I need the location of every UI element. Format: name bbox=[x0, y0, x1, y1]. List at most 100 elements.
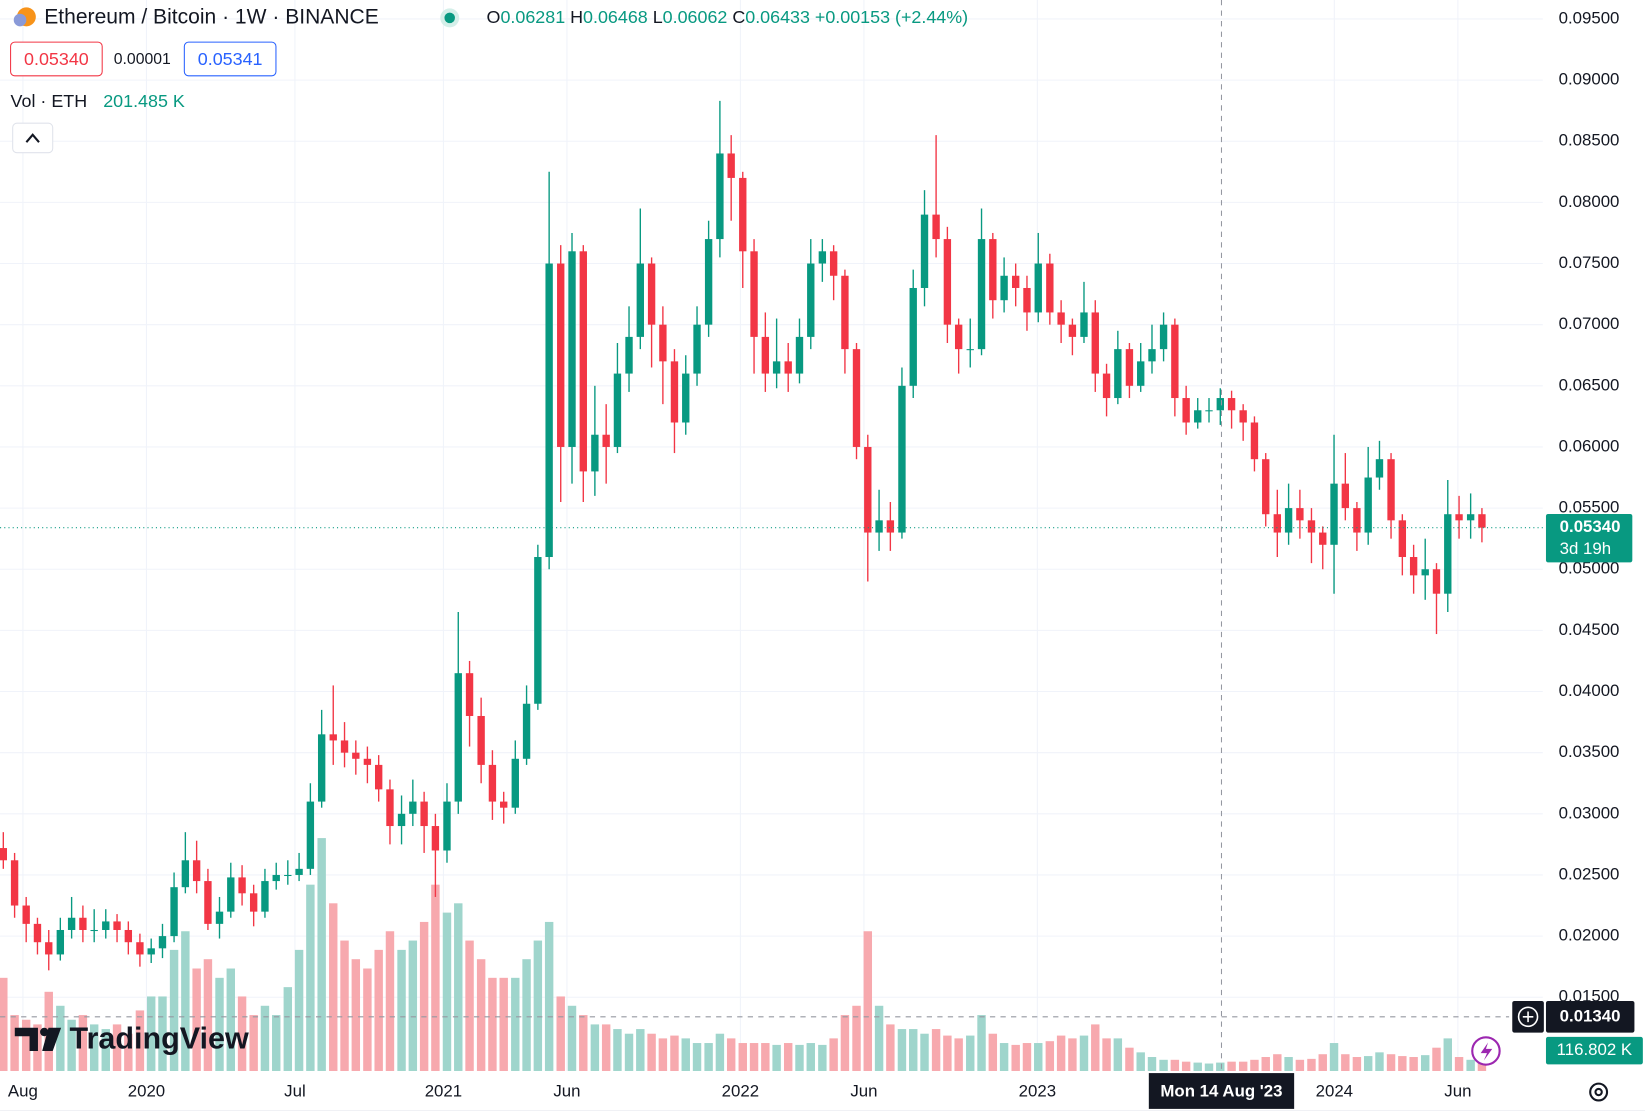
candle-body bbox=[465, 673, 474, 716]
candle-body bbox=[1159, 324, 1168, 350]
volume-bar bbox=[499, 977, 508, 1071]
candle-body bbox=[67, 917, 76, 930]
candle-body bbox=[1137, 361, 1145, 386]
candle-body bbox=[1023, 287, 1031, 313]
x-tick-label: Jun bbox=[553, 1081, 580, 1100]
volume-bar bbox=[1193, 1062, 1202, 1071]
candle-body bbox=[90, 929, 98, 932]
ohlc-change: +0.00153 (+2.44%) bbox=[815, 7, 968, 27]
last-price-label: 0.05340 bbox=[1560, 517, 1621, 536]
candle-body bbox=[397, 813, 406, 827]
sell-price[interactable]: 0.05340 bbox=[24, 49, 89, 69]
volume-bar bbox=[726, 1038, 736, 1071]
buy-button[interactable] bbox=[183, 41, 277, 77]
candle-body bbox=[1284, 508, 1293, 533]
volume-bar bbox=[340, 940, 349, 1071]
candle-body bbox=[841, 275, 849, 350]
candle-body bbox=[1034, 263, 1042, 313]
collapse-button[interactable] bbox=[12, 122, 54, 154]
volume-bar bbox=[192, 968, 201, 1071]
candle-body bbox=[1353, 508, 1361, 533]
x-tick-label: 2021 bbox=[425, 1081, 462, 1100]
candle-body bbox=[716, 153, 724, 240]
buy-price[interactable]: 0.05341 bbox=[198, 49, 263, 69]
y-tick-label: 0.01500 bbox=[1559, 987, 1620, 1006]
volume-bar bbox=[1454, 1057, 1464, 1071]
volume-bar bbox=[795, 1044, 804, 1071]
candle-body bbox=[374, 764, 383, 790]
volume-bar bbox=[772, 1044, 781, 1071]
volume-bar bbox=[249, 1015, 258, 1071]
candle-body bbox=[113, 921, 121, 930]
candle-body bbox=[1398, 520, 1407, 558]
candle-body bbox=[284, 874, 292, 877]
volume-bar bbox=[1011, 1044, 1020, 1071]
ohlc-value: 0.06468 bbox=[583, 7, 648, 27]
candle-body bbox=[181, 860, 190, 888]
candle-body bbox=[647, 263, 656, 325]
y-tick-label: 0.08500 bbox=[1559, 131, 1620, 150]
candle-body bbox=[477, 715, 485, 765]
candle-body bbox=[829, 251, 838, 276]
volume-bar bbox=[10, 1015, 19, 1071]
volume-bar bbox=[1477, 1060, 1487, 1071]
candle-body bbox=[659, 324, 667, 362]
candle-body bbox=[1319, 532, 1327, 545]
volume-bar bbox=[397, 949, 406, 1071]
volume-bar bbox=[181, 931, 190, 1071]
last-volume-label: 116.802 K bbox=[1557, 1040, 1633, 1059]
candle-body bbox=[363, 758, 372, 765]
alert-icon bbox=[1480, 1042, 1493, 1061]
volume-bar bbox=[1398, 1056, 1407, 1071]
candle-body bbox=[1114, 349, 1122, 399]
sell-button[interactable] bbox=[10, 41, 103, 77]
y-tick-label: 0.02500 bbox=[1559, 864, 1620, 883]
collapse-icon bbox=[25, 133, 40, 143]
volume-bar bbox=[1466, 1059, 1475, 1071]
candle-body bbox=[329, 734, 337, 741]
volume-bar bbox=[738, 1043, 747, 1071]
candle-body bbox=[0, 848, 7, 861]
symbol-title: Ethereum / Bitcoin · 1W · BINANCE bbox=[44, 5, 379, 28]
volume-bar bbox=[829, 1038, 838, 1071]
y-tick-label: 0.03500 bbox=[1559, 742, 1620, 761]
ohlc-legend: O0.06281 H0.06468 L0.06062 C0.06433 +0.0… bbox=[487, 7, 969, 27]
settings-icon bbox=[1594, 1087, 1603, 1097]
candle-body bbox=[147, 948, 155, 955]
candle-body bbox=[295, 868, 303, 875]
volume-bar bbox=[613, 1029, 622, 1071]
volume-bar bbox=[237, 996, 247, 1071]
candle-body bbox=[727, 153, 735, 178]
candle-body bbox=[682, 373, 690, 423]
volume-bar bbox=[1386, 1054, 1396, 1071]
volume-bar bbox=[1420, 1055, 1430, 1071]
x-tick-label: Jun bbox=[1444, 1081, 1471, 1100]
candle-body bbox=[1182, 398, 1190, 423]
candle-body bbox=[977, 239, 986, 350]
candle-body bbox=[420, 801, 428, 827]
candle-body bbox=[1330, 483, 1338, 545]
settings-button[interactable] bbox=[1589, 1082, 1609, 1102]
candle-body bbox=[1080, 312, 1088, 337]
candle-body bbox=[704, 239, 713, 325]
ohlc-key: H bbox=[570, 7, 583, 27]
candle-body bbox=[1011, 275, 1020, 288]
candle-body bbox=[500, 801, 508, 808]
volume-bar bbox=[89, 1024, 99, 1071]
volume-bar bbox=[1250, 1059, 1259, 1071]
y-tick-label: 0.04000 bbox=[1559, 681, 1620, 700]
x-tick-label: Jul bbox=[284, 1081, 306, 1100]
ohlc-value: 0.06281 bbox=[500, 7, 565, 27]
candle-body bbox=[1455, 514, 1463, 521]
volume-bar bbox=[67, 1019, 76, 1071]
volume-bar bbox=[1443, 1038, 1452, 1071]
candle-body bbox=[443, 801, 451, 851]
volume-bar bbox=[135, 1010, 145, 1071]
volume-bar bbox=[1238, 1061, 1248, 1071]
volume-bar bbox=[1091, 1024, 1100, 1071]
volume-bar bbox=[954, 1038, 963, 1071]
ohlc-value: 0.06433 bbox=[745, 7, 810, 27]
candle-body bbox=[898, 385, 906, 533]
volume-bar bbox=[1045, 1041, 1055, 1071]
candle-body bbox=[807, 263, 815, 337]
